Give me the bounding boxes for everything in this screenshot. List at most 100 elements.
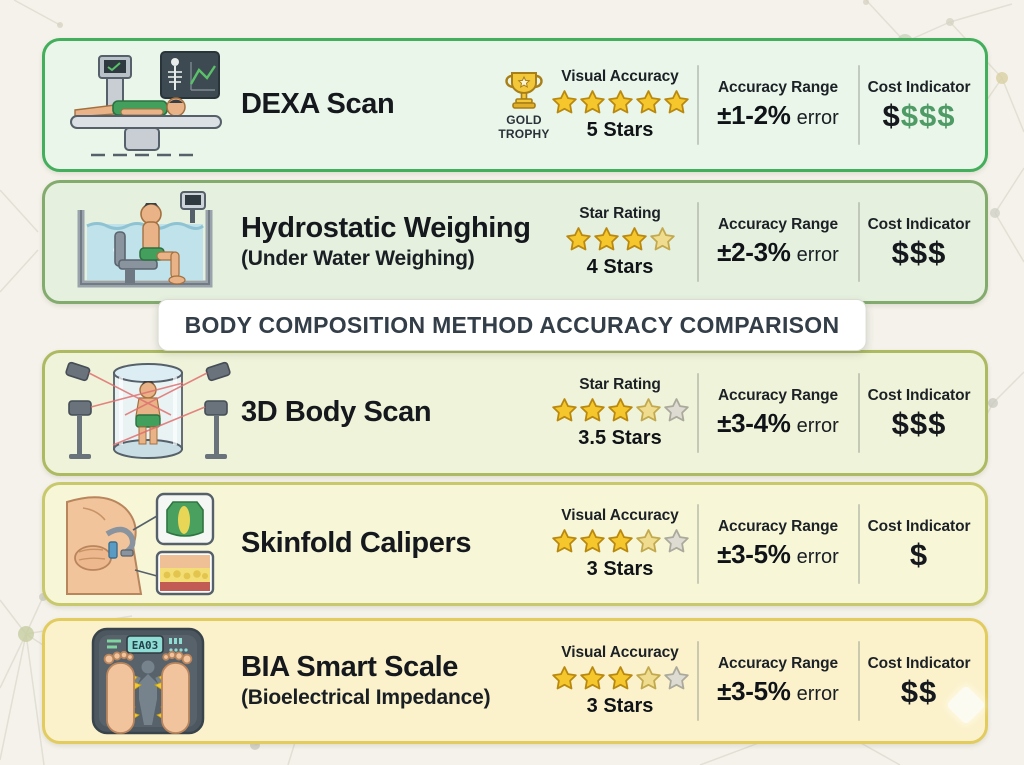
rating-label: 3 Stars [586, 558, 654, 580]
star-icon [593, 227, 619, 251]
dexa-scan-illustration [59, 41, 237, 169]
rating-label: 3 Stars [586, 695, 654, 717]
star-rating-icons [551, 528, 690, 555]
method-card-3d-body-scan: 3D Body Scan Star Rating 3.5 Stars Accur… [42, 350, 988, 476]
cost-header: Cost Indicator [867, 518, 971, 535]
star-icon [579, 529, 605, 553]
column-divider [696, 202, 699, 282]
skinfold-calipers-illustration [59, 485, 237, 603]
badge-label-line1: GOLD [506, 112, 542, 127]
star-icon [663, 666, 689, 690]
column-divider [696, 65, 699, 145]
accuracy-value: ±3-4% error [717, 408, 839, 438]
rating-header: Star Rating [579, 376, 661, 393]
cost-dollars: $$ [901, 676, 937, 707]
method-card-hydrostatic: Hydrostatic Weighing (Under Water Weighi… [42, 180, 988, 304]
rating-label: 3.5 Stars [578, 427, 662, 449]
dollar-sign: $$$ [900, 98, 956, 133]
rating-header: Star Rating [579, 205, 661, 222]
accuracy-value: ±2-3% error [717, 237, 839, 267]
cost-header: Cost Indicator [867, 79, 971, 96]
star-icon [635, 666, 661, 690]
star-icon [663, 90, 689, 114]
infographic-title: BODY COMPOSITION METHOD ACCURACY COMPARI… [184, 311, 840, 338]
method-name: Hydrostatic Weighing [241, 211, 531, 244]
star-icon [607, 90, 633, 114]
column-divider [857, 202, 860, 282]
hydrostatic-weighing-illustration [59, 183, 237, 301]
cost-dollars: $$$$ [883, 100, 956, 131]
accuracy-header: Accuracy Range [717, 655, 839, 672]
column-divider [696, 504, 699, 584]
accuracy-value: ±1-2% error [717, 100, 839, 130]
trophy-icon [505, 71, 543, 109]
title-banner: BODY COMPOSITION METHOD ACCURACY COMPARI… [157, 299, 867, 351]
method-name: Skinfold Calipers [241, 527, 472, 560]
star-icon [565, 227, 591, 251]
column-divider [696, 641, 699, 721]
column-divider [696, 373, 699, 453]
star-icon [551, 529, 577, 553]
star-icon [635, 398, 661, 422]
dollar-sign: $$$ [891, 406, 947, 441]
method-card-bia-smart-scale: EA03 BIA [42, 618, 988, 744]
cost-dollars: $$$ [892, 408, 947, 439]
3d-body-scan-illustration [59, 353, 237, 473]
star-icon [621, 227, 647, 251]
star-rating-icons [551, 397, 690, 424]
star-icon [607, 398, 633, 422]
star-icon [663, 529, 689, 553]
column-divider [857, 373, 860, 453]
dollar-sign: $$$ [891, 235, 947, 270]
star-rating-icons [551, 665, 690, 692]
star-icon [649, 227, 675, 251]
badge-label-line2: TROPHY [498, 127, 550, 141]
column-divider [857, 641, 860, 721]
method-subtitle: (Under Water Weighing) [241, 247, 475, 271]
rating-label: 4 Stars [586, 256, 654, 278]
method-card-skinfold-calipers: Skinfold Calipers Visual Accuracy 3 Star… [42, 482, 988, 606]
method-name: 3D Body Scan [241, 396, 432, 429]
column-divider [857, 65, 860, 145]
star-icon [635, 529, 661, 553]
star-icon [607, 529, 633, 553]
star-icon [551, 398, 577, 422]
cost-header: Cost Indicator [867, 655, 971, 672]
rating-header: Visual Accuracy [561, 507, 679, 524]
rating-header: Visual Accuracy [561, 68, 679, 85]
star-icon [635, 90, 661, 114]
method-subtitle: (Bioelectrical Impedance) [241, 686, 491, 710]
method-name: BIA Smart Scale [241, 650, 458, 683]
scale-display-text: EA03 [132, 639, 159, 652]
gold-trophy-badge: GOLD TROPHY [491, 41, 557, 169]
rating-label: 5 Stars [586, 119, 654, 141]
cost-header: Cost Indicator [867, 387, 971, 404]
method-name: DEXA Scan [241, 88, 395, 121]
star-icon [551, 666, 577, 690]
accuracy-header: Accuracy Range [717, 216, 839, 233]
column-divider [857, 504, 860, 584]
dollar-sign: $ [909, 537, 929, 572]
accuracy-header: Accuracy Range [717, 79, 839, 96]
bia-smart-scale-illustration: EA03 [59, 621, 237, 741]
accuracy-value: ±3-5% error [717, 676, 839, 706]
accuracy-header: Accuracy Range [717, 518, 839, 535]
cost-dollars: $$$ [892, 237, 947, 268]
method-card-dexa: DEXA Scan GOLD TROPHY Visual Accuracy 5 … [42, 38, 988, 172]
star-icon [551, 90, 577, 114]
star-rating-icons [551, 89, 690, 116]
star-icon [579, 90, 605, 114]
accuracy-value: ±3-5% error [717, 539, 839, 569]
star-icon [579, 666, 605, 690]
rating-header: Visual Accuracy [561, 644, 679, 661]
dollar-sign: $$ [900, 674, 938, 709]
star-rating-icons [565, 226, 676, 253]
dollar-sign: $ [882, 98, 901, 133]
accuracy-header: Accuracy Range [717, 387, 839, 404]
star-icon [663, 398, 689, 422]
star-icon [579, 398, 605, 422]
star-icon [607, 666, 633, 690]
cost-header: Cost Indicator [867, 216, 971, 233]
cost-dollars: $ [910, 539, 928, 570]
